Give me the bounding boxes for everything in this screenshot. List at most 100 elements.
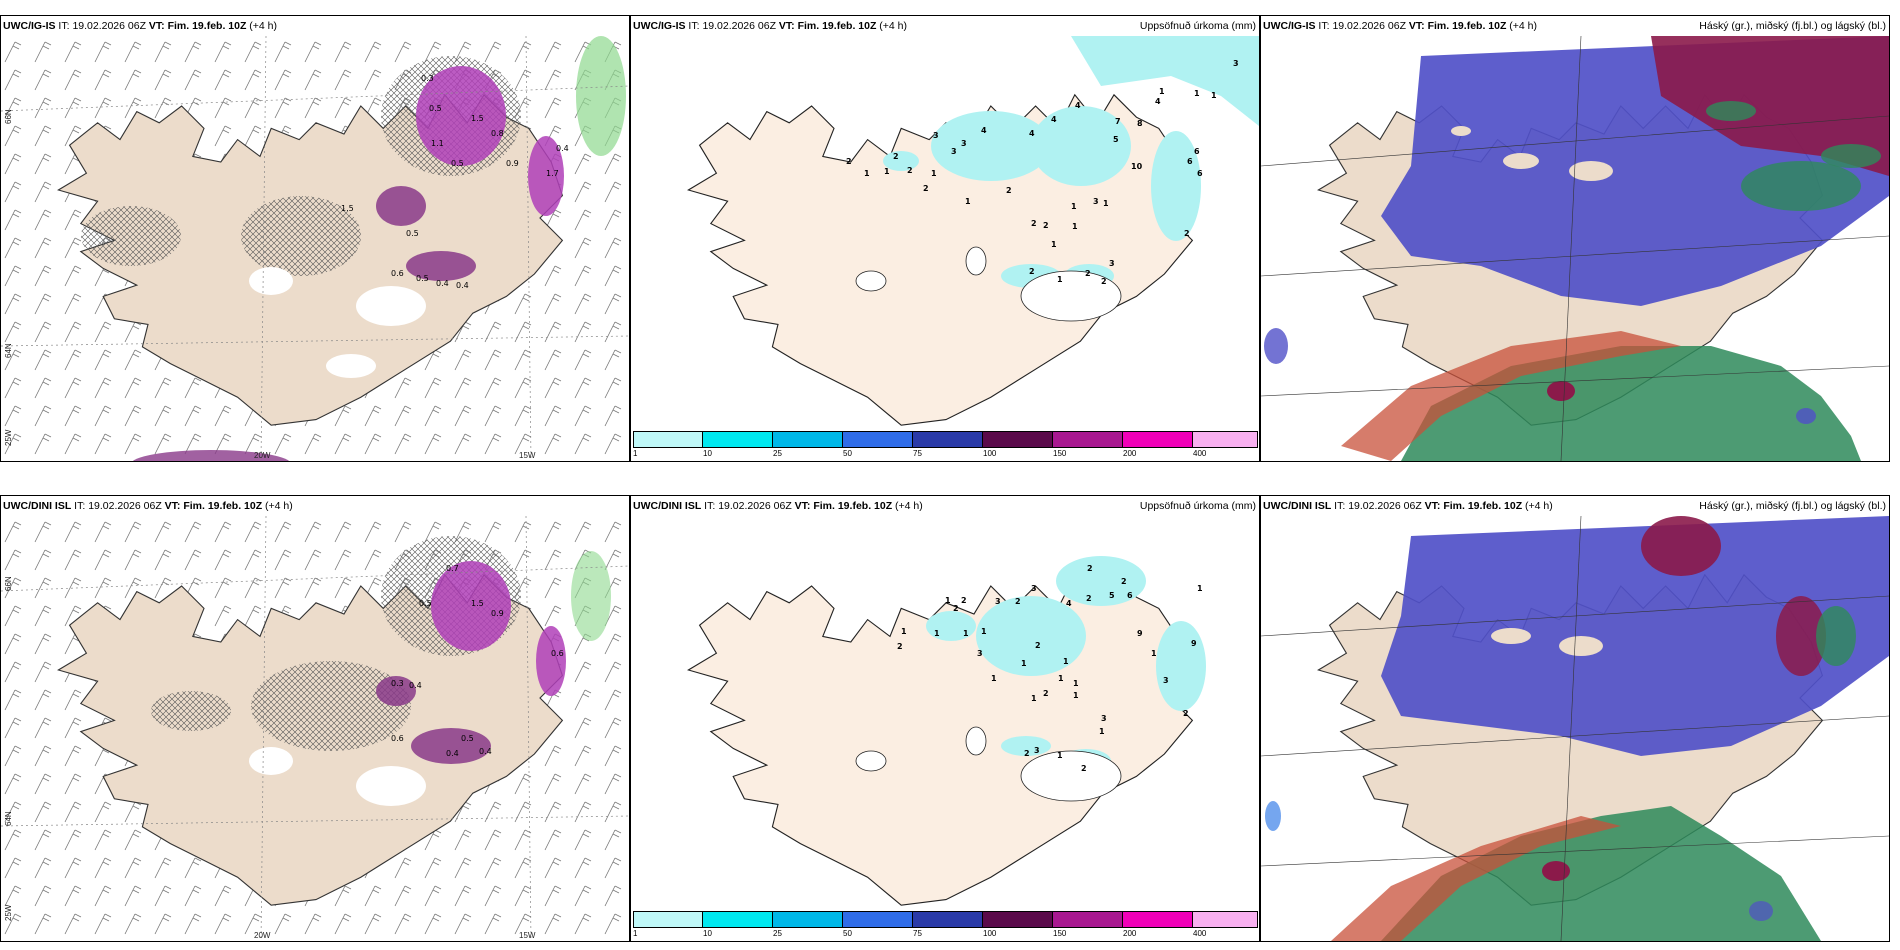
precip-label: 3 <box>1101 714 1107 723</box>
panel-title: UWC/DINI ISL IT: 19.02.2026 06Z VT: Fim.… <box>1263 500 1553 512</box>
precip-label: 6 <box>1127 591 1133 600</box>
colorbar-tick: 1 <box>633 449 638 458</box>
precip-label: 1 <box>1073 691 1079 700</box>
precip-label: 1 <box>1073 679 1079 688</box>
panel-dini-precip: UWC/DINI ISL IT: 19.02.2026 06Z VT: Fim.… <box>630 495 1260 942</box>
precip-label: 2 <box>1043 689 1049 698</box>
snow-label: 0.6 <box>391 734 404 743</box>
precip-label: 6 <box>1197 169 1203 178</box>
precip-label: 7 <box>1115 117 1121 126</box>
precip-label: 1 <box>1211 91 1217 100</box>
panel-ig-precip: UWC/IG-IS IT: 19.02.2026 06Z VT: Fim. 19… <box>630 15 1260 462</box>
lat-label-64: 64N <box>4 811 13 826</box>
colorbar-tick: 400 <box>1193 449 1207 458</box>
precip-label: 3 <box>1034 746 1040 755</box>
colorbar-swatch <box>843 431 913 448</box>
colorbar-tick: 75 <box>913 449 922 458</box>
precip-label: 1 <box>1063 657 1069 666</box>
precip-label: 2 <box>923 184 929 193</box>
lon-label-20: 20W <box>254 451 271 460</box>
colorbar-tick: 10 <box>703 929 712 938</box>
colorbar-tick: 1 <box>633 929 638 938</box>
colorbar-swatch <box>633 431 703 448</box>
colorbar-swatch <box>1053 911 1123 928</box>
snow-label: 0.5 <box>416 274 429 283</box>
lat-label-64: 64N <box>4 343 13 358</box>
lon-label-25: 25W <box>4 429 13 446</box>
colorbar-swatch <box>633 911 703 928</box>
precip-label: 3 <box>951 147 957 156</box>
precip-label: 2 <box>1184 229 1190 238</box>
colorbar-swatch <box>1123 431 1193 448</box>
snow-label: 1.5 <box>471 599 484 608</box>
snow-label: 1.7 <box>546 169 559 178</box>
precip-label: 4 <box>1051 115 1057 124</box>
precip-label: 2 <box>1043 221 1049 230</box>
precip-label: 2 <box>907 166 913 175</box>
snow-label: 0.4 <box>479 747 492 756</box>
precip-map: 3 4 5 4 7 6 8 1 1 1 2 3 3 4 4 1 3 2 4 10… <box>687 36 1259 426</box>
precip-label: 1 <box>1057 751 1063 760</box>
snow-label: 1.1 <box>431 139 444 148</box>
colorbar-swatch <box>773 911 843 928</box>
panel-field-title: Uppsöfnuð úrkoma (mm) <box>1139 20 1256 32</box>
panel-title: UWC/IG-IS IT: 19.02.2026 06Z VT: Fim. 19… <box>3 20 278 32</box>
precip-label: 2 <box>1086 594 1092 603</box>
colorbar-tick: 100 <box>983 929 997 938</box>
precip-map: 2 2 5 6 3 1 2 4 1 2 2 3 1 1 2 1 3 2 1 9 … <box>687 556 1206 906</box>
snow-label: 0.5 <box>461 734 474 743</box>
precip-label: 10 <box>1131 162 1143 171</box>
precip-label: 1 <box>1021 659 1027 668</box>
colorbar-tick: 150 <box>1053 449 1067 458</box>
precip-label: 1 <box>1031 694 1037 703</box>
panel-ig-clouds: UWC/IG-IS IT: 19.02.2026 06Z VT: Fim. 19… <box>1260 15 1890 462</box>
precip-label: 1 <box>1058 674 1064 683</box>
precip-label: 2 <box>1183 709 1189 718</box>
colorbar-tick: 25 <box>773 929 782 938</box>
snow-label: 0.4 <box>446 749 459 758</box>
panel-title: UWC/IG-IS IT: 19.02.2026 06Z VT: Fim. 19… <box>633 20 908 32</box>
precip-label: 3 <box>1163 676 1169 685</box>
precip-label: 3 <box>1233 59 1239 68</box>
panel-title: UWC/DINI ISL IT: 19.02.2026 06Z VT: Fim.… <box>3 500 293 512</box>
colorbar-tick: 25 <box>773 449 782 458</box>
colorbar-tick: 50 <box>843 929 852 938</box>
precip-label: 2 <box>893 152 899 161</box>
lon-label-25: 25W <box>4 904 13 921</box>
colorbar-swatch <box>913 431 983 448</box>
colorbar-tick: 400 <box>1193 929 1207 938</box>
snow-label: 0.3 <box>391 679 404 688</box>
colorbar-swatch <box>983 911 1053 928</box>
precip-label: 4 <box>1155 97 1161 106</box>
snow-label: 0.6 <box>391 269 404 278</box>
precip-label: 3 <box>961 139 967 148</box>
precip-label: 3 <box>933 131 939 140</box>
precip-label: 3 <box>1109 259 1115 268</box>
panel-dini-clouds: UWC/DINI ISL IT: 19.02.2026 06Z VT: Fim.… <box>1260 495 1890 942</box>
colorbar-swatch <box>703 431 773 448</box>
lon-label-20: 20W <box>254 931 271 940</box>
precip-label: 1 <box>1072 222 1078 231</box>
lon-label-15: 15W <box>519 931 536 940</box>
snow-label: 0.9 <box>491 609 504 618</box>
precip-label: 2 <box>1024 749 1030 758</box>
precip-label: 1 <box>864 169 870 178</box>
precip-label: 2 <box>953 604 959 613</box>
precip-label: 4 <box>1066 599 1072 608</box>
colorbar-swatch <box>1053 431 1123 448</box>
precip-label: 2 <box>897 642 903 651</box>
precip-label: 3 <box>1093 197 1099 206</box>
colorbar-tick: 50 <box>843 449 852 458</box>
precip-label: 1 <box>931 169 937 178</box>
precip-label: 4 <box>981 126 987 135</box>
precip-colorbar: 1 10 25 50 75 100 150 200 400 <box>633 911 1258 939</box>
precip-label: 3 <box>1031 584 1037 593</box>
snow-label: 0.4 <box>456 281 469 290</box>
precip-label: 2 <box>1015 597 1021 606</box>
precip-label: 9 <box>1137 629 1143 638</box>
colorbar-swatch <box>1123 911 1193 928</box>
precip-label: 1 <box>981 627 987 636</box>
precip-label: 2 <box>1029 267 1035 276</box>
wind-snow-map: 0.7 1.5 0.5 0.9 0.3 0.4 0.6 0.5 0.4 0.6 … <box>1 516 629 941</box>
cloud-map <box>1261 36 1889 461</box>
